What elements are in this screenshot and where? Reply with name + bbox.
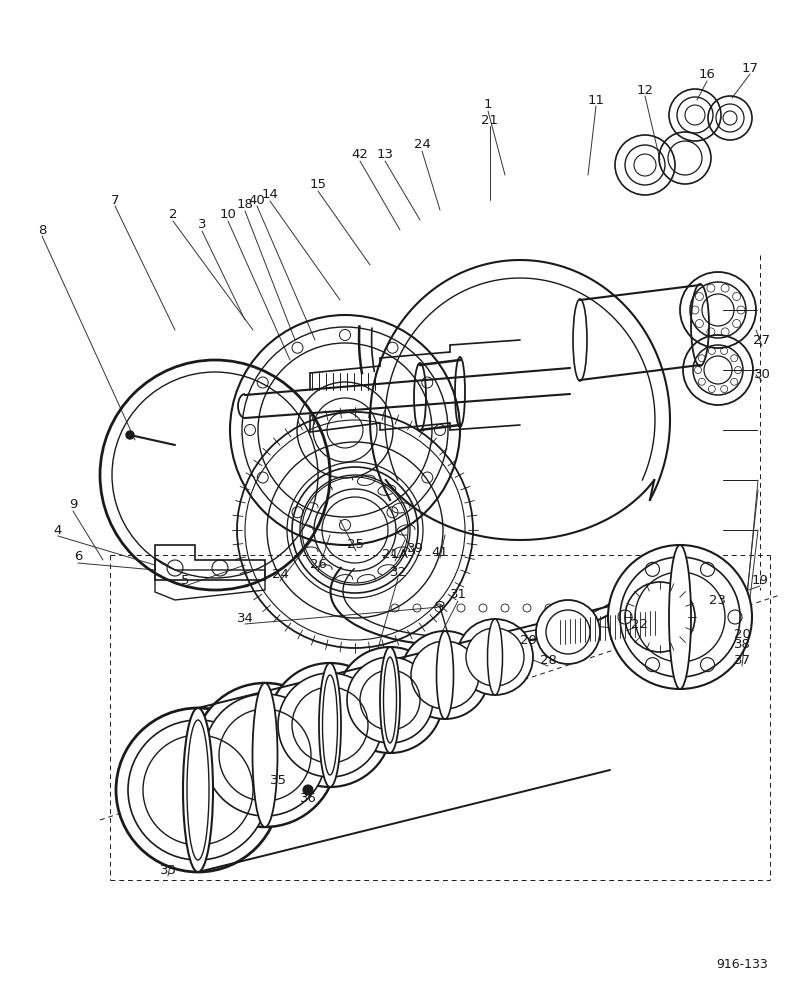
Text: 11: 11 <box>587 94 604 106</box>
Text: 26: 26 <box>310 558 326 572</box>
Ellipse shape <box>252 683 278 827</box>
Text: 41: 41 <box>431 546 448 558</box>
Circle shape <box>128 720 268 860</box>
Circle shape <box>347 657 433 743</box>
Text: 28: 28 <box>540 654 556 666</box>
Text: 22: 22 <box>631 618 649 632</box>
Circle shape <box>116 708 280 872</box>
Text: 916-133: 916-133 <box>716 958 768 972</box>
Text: 13: 13 <box>377 148 393 161</box>
Circle shape <box>457 619 533 695</box>
Circle shape <box>204 694 326 816</box>
Text: 37: 37 <box>733 654 751 666</box>
Text: 9: 9 <box>68 498 77 512</box>
Text: 24: 24 <box>271 568 288 582</box>
Text: 30: 30 <box>754 368 771 381</box>
Ellipse shape <box>487 619 502 695</box>
Text: 25: 25 <box>348 538 365 552</box>
Text: 20: 20 <box>734 629 751 642</box>
Text: 35: 35 <box>270 774 287 786</box>
Ellipse shape <box>319 663 341 787</box>
Circle shape <box>268 663 392 787</box>
Circle shape <box>278 673 382 777</box>
Text: 12: 12 <box>637 84 654 97</box>
Circle shape <box>620 557 740 677</box>
Text: 21A: 21A <box>382 548 408 562</box>
Text: 6: 6 <box>74 550 82 564</box>
Ellipse shape <box>380 647 400 753</box>
Text: 4: 4 <box>54 524 62 536</box>
Text: 39: 39 <box>407 542 423 554</box>
Text: 21: 21 <box>482 113 498 126</box>
Text: 38: 38 <box>734 639 751 652</box>
Text: 42: 42 <box>352 148 369 161</box>
Circle shape <box>337 647 443 753</box>
Circle shape <box>303 785 313 795</box>
Text: 18: 18 <box>236 198 253 212</box>
Text: 8: 8 <box>38 224 46 236</box>
Text: 31: 31 <box>450 588 466 601</box>
Circle shape <box>411 641 479 709</box>
Ellipse shape <box>669 545 691 689</box>
Text: 32: 32 <box>389 566 407 578</box>
Circle shape <box>193 683 337 827</box>
Ellipse shape <box>436 631 454 719</box>
Text: 33: 33 <box>159 863 177 876</box>
Text: 2: 2 <box>169 209 178 222</box>
Text: 1: 1 <box>484 99 492 111</box>
Text: 40: 40 <box>248 194 265 207</box>
Text: 16: 16 <box>699 68 716 82</box>
Text: 3: 3 <box>197 219 206 232</box>
Text: 23: 23 <box>709 593 727 606</box>
Circle shape <box>466 628 524 686</box>
Ellipse shape <box>183 708 213 872</box>
Text: 15: 15 <box>310 178 326 192</box>
Text: 34: 34 <box>236 611 253 624</box>
Circle shape <box>401 631 489 719</box>
Text: 14: 14 <box>262 188 279 202</box>
Text: 24: 24 <box>414 138 431 151</box>
Circle shape <box>536 600 600 664</box>
Text: 10: 10 <box>220 209 236 222</box>
Text: 19: 19 <box>751 574 768 586</box>
Text: 36: 36 <box>299 792 317 804</box>
Text: 29: 29 <box>520 634 537 647</box>
Text: 5: 5 <box>181 574 189 586</box>
Text: 17: 17 <box>742 62 759 75</box>
Circle shape <box>126 431 134 439</box>
Text: 7: 7 <box>111 194 119 207</box>
Text: 27: 27 <box>754 334 771 347</box>
Circle shape <box>608 545 752 689</box>
